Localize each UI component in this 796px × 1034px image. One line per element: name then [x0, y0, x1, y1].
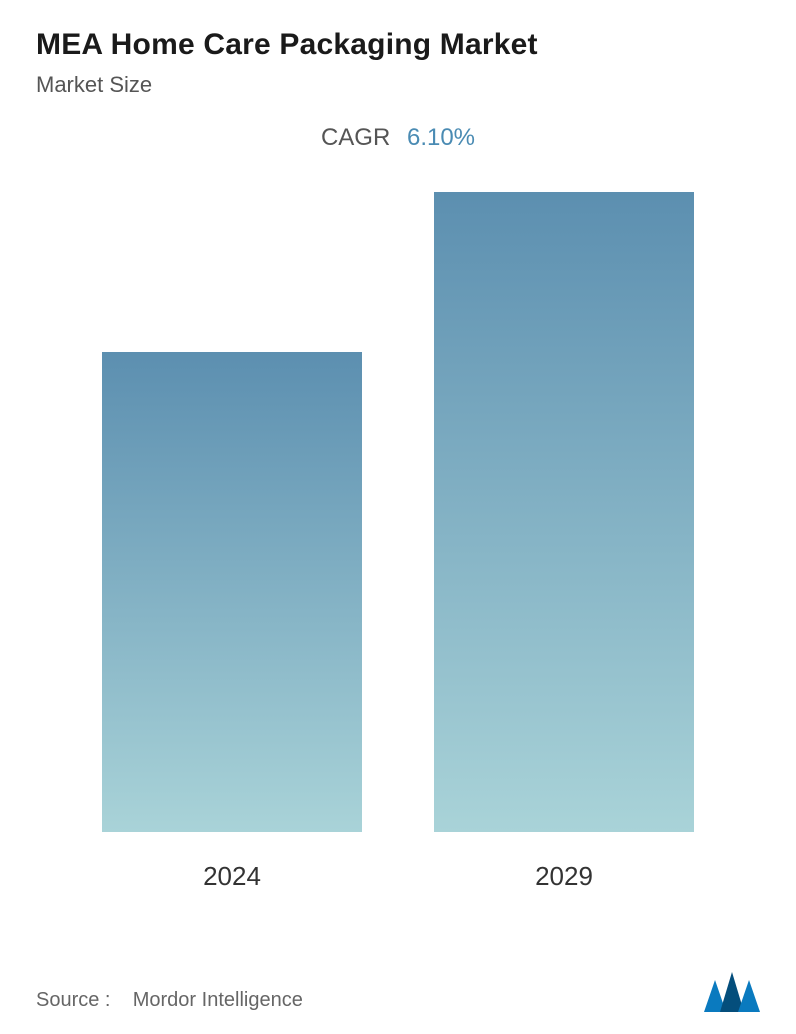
chart-area: 2024 2029	[36, 172, 760, 892]
bar-group	[424, 192, 704, 832]
cagr-row: CAGR 6.10%	[36, 124, 760, 152]
bar	[434, 192, 694, 832]
x-axis-label: 2029	[424, 861, 704, 892]
footer: Source : Mordor Intelligence	[36, 972, 760, 1012]
bars-wrap	[36, 172, 760, 832]
chart-title: MEA Home Care Packaging Market	[36, 28, 760, 62]
cagr-value: 6.10%	[407, 124, 475, 151]
bar-group	[92, 352, 372, 832]
chart-container: MEA Home Care Packaging Market Market Si…	[0, 0, 796, 1034]
source-value: Mordor Intelligence	[133, 989, 303, 1011]
x-axis-labels: 2024 2029	[36, 861, 760, 892]
mordor-logo-icon	[704, 972, 760, 1012]
bar	[102, 352, 362, 832]
x-axis-label: 2024	[92, 861, 372, 892]
source-label: Source :	[36, 989, 110, 1011]
chart-subtitle: Market Size	[36, 72, 760, 98]
cagr-label: CAGR	[321, 124, 390, 151]
source-text: Source : Mordor Intelligence	[36, 989, 303, 1012]
